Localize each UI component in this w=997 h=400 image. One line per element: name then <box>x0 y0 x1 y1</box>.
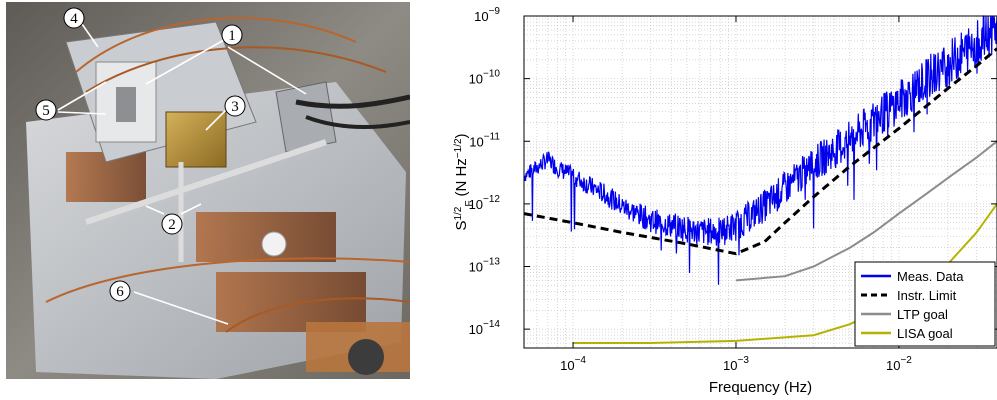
series-line-meas-data <box>523 15 997 285</box>
x-tick-label: 10−3 <box>723 355 749 373</box>
chart-ticks <box>524 15 997 348</box>
plot-frame <box>523 15 997 349</box>
callout-1: 1 <box>221 24 243 46</box>
cable <box>305 115 410 129</box>
legend-entry: Instr. Limit <box>897 288 957 303</box>
y-tick-label: 10−11 <box>469 131 500 149</box>
svg-text:3: 3 <box>231 99 239 115</box>
wire <box>45 257 410 303</box>
callout-arrows <box>57 23 307 325</box>
svg-text:5: 5 <box>42 103 50 119</box>
legend: Meas. Data Instr. Limit LTP goal LISA goal <box>854 261 996 347</box>
callout-2: 2 <box>161 213 183 235</box>
y-axis-label: S1/2F(N Hz−1/2) <box>453 133 475 230</box>
y-tick-label: 10−10 <box>469 69 501 87</box>
callout-6: 6 <box>109 280 131 302</box>
svg-text:6: 6 <box>116 284 124 300</box>
force-noise-chart: 10−4 10−3 10−2 10−9 10−10 10−11 10−12 10−13 10−1… <box>410 0 997 400</box>
rod <box>85 139 327 225</box>
series-line-instr-limit <box>523 47 997 256</box>
svg-text:2: 2 <box>168 217 176 233</box>
upper-slot <box>116 87 136 122</box>
y-tick-label: 10−14 <box>469 319 501 337</box>
apparatus-photo: 4 1 5 3 2 6 <box>6 2 410 379</box>
svg-text:4: 4 <box>70 11 78 27</box>
x-tick-label: 10−4 <box>560 355 586 373</box>
y-tick-label: 10−9 <box>474 6 500 24</box>
cable <box>295 94 410 109</box>
wire <box>85 46 387 93</box>
y-tick-label: 10−13 <box>469 257 501 275</box>
legend-entry: LISA goal <box>897 326 953 341</box>
legend-entry: LTP goal <box>897 307 948 322</box>
series-line-ltp-goal <box>735 140 997 282</box>
apparatus-photo-drawing: 4 1 5 3 2 6 <box>6 2 410 379</box>
y-tick-label: 10−12 <box>469 194 501 212</box>
legend-entry: Meas. Data <box>897 269 964 284</box>
chart-svg: 10−4 10−3 10−2 10−9 10−10 10−11 10−12 10−13 10−1… <box>453 6 997 396</box>
callout-5: 5 <box>35 99 57 121</box>
test-mass <box>165 111 227 168</box>
x-tick-label: 10−2 <box>886 355 912 373</box>
x-axis-label: Frequency (Hz) <box>709 379 812 396</box>
connector <box>261 231 287 257</box>
callout-4: 4 <box>63 7 85 29</box>
callout-3: 3 <box>224 95 246 117</box>
tick-labels: 10−4 10−3 10−2 10−9 10−10 10−11 10−12 10−13 10−1… <box>469 6 913 373</box>
svg-text:1: 1 <box>228 28 236 44</box>
fixture <box>348 339 384 375</box>
wire <box>75 17 357 73</box>
wire <box>225 297 410 333</box>
